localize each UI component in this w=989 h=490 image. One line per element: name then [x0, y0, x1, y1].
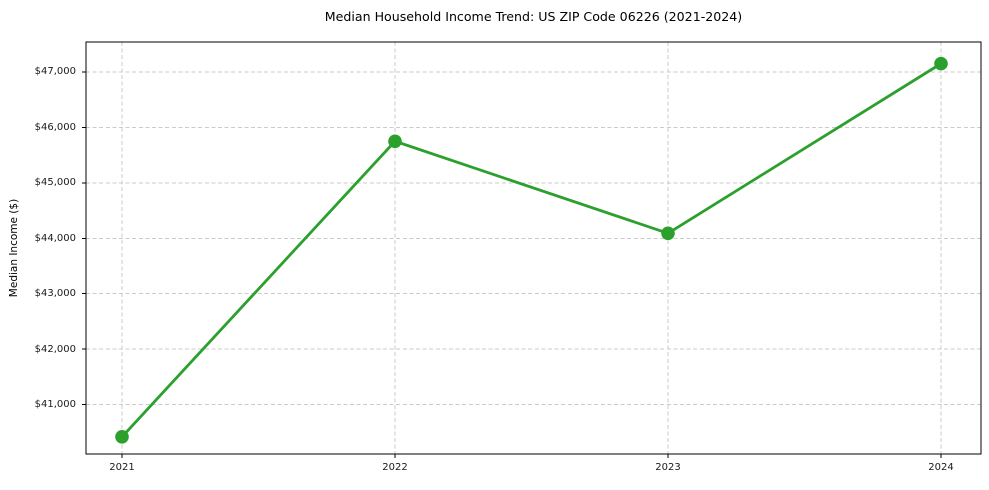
chart-title: Median Household Income Trend: US ZIP Co…	[324, 9, 743, 24]
y-tick-label: $46,000	[34, 121, 76, 133]
x-tick-label: 2022	[382, 462, 408, 473]
y-tick-label: $44,000	[34, 232, 76, 244]
y-tick-label: $43,000	[34, 288, 76, 300]
x-tick-label: 2023	[655, 462, 681, 473]
trend-line	[120, 62, 943, 439]
y-tick-label: $45,000	[34, 177, 76, 189]
x-tick-label: 2021	[109, 462, 135, 473]
y-tick-label: $47,000	[34, 66, 76, 78]
data-point-2021	[115, 430, 129, 444]
y-tick-label: $41,000	[34, 399, 76, 411]
x-tick-label: 2024	[928, 462, 954, 473]
data-point-2024	[934, 56, 948, 71]
y-tick-label: $42,000	[34, 343, 76, 355]
data-point-2022	[388, 134, 402, 149]
plot-border	[85, 41, 982, 455]
data-point-2023	[661, 226, 675, 241]
